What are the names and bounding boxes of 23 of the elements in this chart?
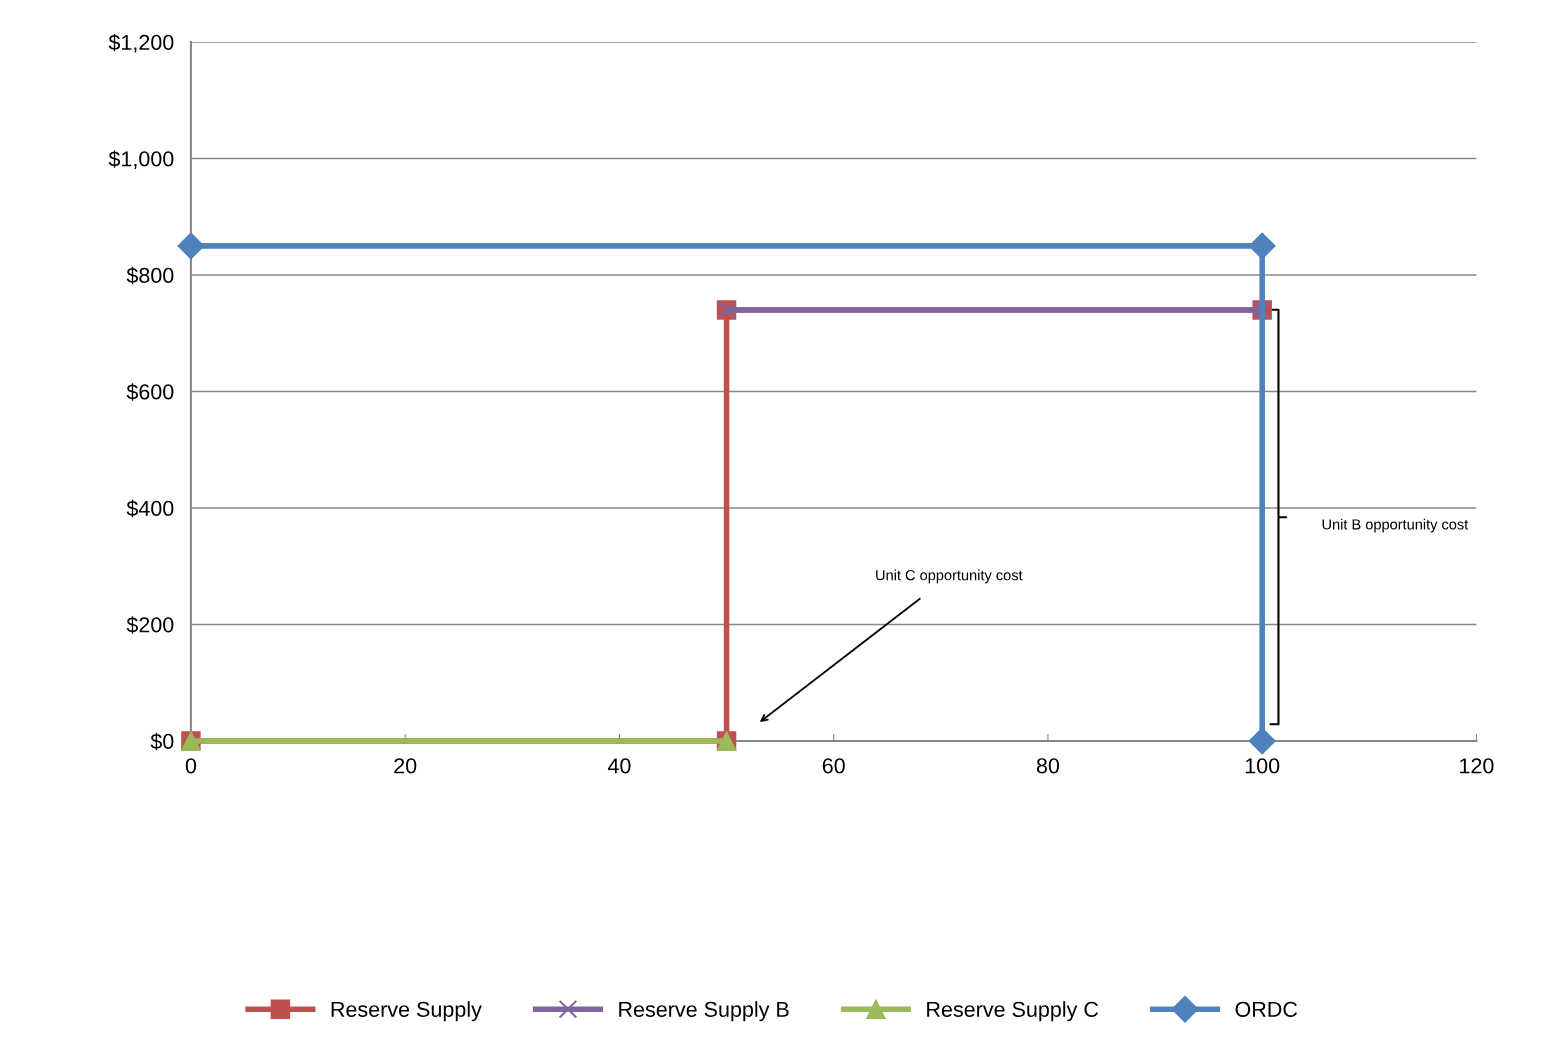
annotation: Unit B opportunity cost [1322,518,1469,533]
legend-label: Reserve Supply B [619,1001,789,1022]
legend-label: ORDC [1235,1001,1298,1017]
y-tick-label: $800 [126,266,174,285]
x-tick-label: 100 [1245,758,1280,774]
y-tick-label: $1,200 [108,33,174,53]
x-tick-label: 20 [394,758,417,774]
y-tick-label: $600 [126,383,174,401]
legend-label: Reserve Supply C [927,1001,1099,1022]
legend-label: Reserve Supply [331,1001,482,1022]
x-tick-label: 60 [822,758,845,774]
point [177,232,205,260]
point [1248,232,1276,260]
y-tick-label: $1,000 [108,150,174,170]
point [1248,727,1276,755]
y-tick-label: $0 [150,732,174,751]
y-tick-label: $400 [126,499,174,518]
x-tick-label: 120 [1460,758,1494,774]
y-tick-label: $200 [126,616,174,634]
x-tick-label: 40 [607,758,631,774]
x-tick-label: 0 [185,758,197,774]
x-tick-label: 80 [1036,758,1060,774]
annotation: Unit C opportunity cost [876,569,1023,584]
